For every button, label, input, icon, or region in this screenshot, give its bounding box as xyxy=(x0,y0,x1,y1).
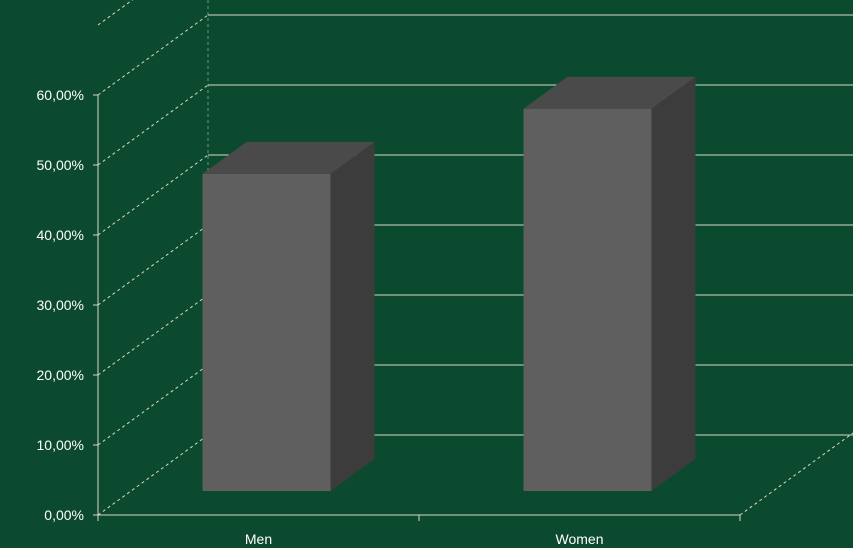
side-gridline xyxy=(97,364,209,446)
floor-right-edge xyxy=(739,432,853,516)
side-gridline xyxy=(97,294,209,376)
side-gridline xyxy=(97,0,134,26)
x-axis xyxy=(97,514,741,521)
bar-top xyxy=(202,141,375,174)
bar-side xyxy=(651,76,696,492)
bar-front xyxy=(202,173,331,491)
y-tick-label: 50,00% xyxy=(37,157,84,173)
side-gridline xyxy=(97,224,209,306)
category-labels: Men Women xyxy=(245,531,604,547)
y-tick-label: 0,00% xyxy=(44,507,84,523)
category-label: Men xyxy=(245,531,272,547)
bar-men xyxy=(202,141,375,491)
side-gridline xyxy=(97,84,209,166)
bar-women xyxy=(523,76,696,492)
y-axis xyxy=(93,94,99,516)
y-tick-labels: 0,00% 10,00% 20,00% 30,00% 40,00% 50,00% 60,00… xyxy=(37,87,84,523)
side-wall-grid xyxy=(97,0,209,446)
bar-side xyxy=(330,141,375,491)
floor-left-edge xyxy=(97,434,209,516)
side-gridline xyxy=(97,14,209,96)
side-gridline xyxy=(97,154,209,236)
y-tick-label: 20,00% xyxy=(37,367,84,383)
y-tick-label: 30,00% xyxy=(37,297,84,313)
y-tick-label: 60,00% xyxy=(37,87,84,103)
category-label: Women xyxy=(556,531,604,547)
y-tick-label: 40,00% xyxy=(37,227,84,243)
bar-top xyxy=(523,76,696,109)
bar-front xyxy=(523,108,652,492)
y-tick-label: 10,00% xyxy=(37,437,84,453)
bars xyxy=(202,76,696,492)
